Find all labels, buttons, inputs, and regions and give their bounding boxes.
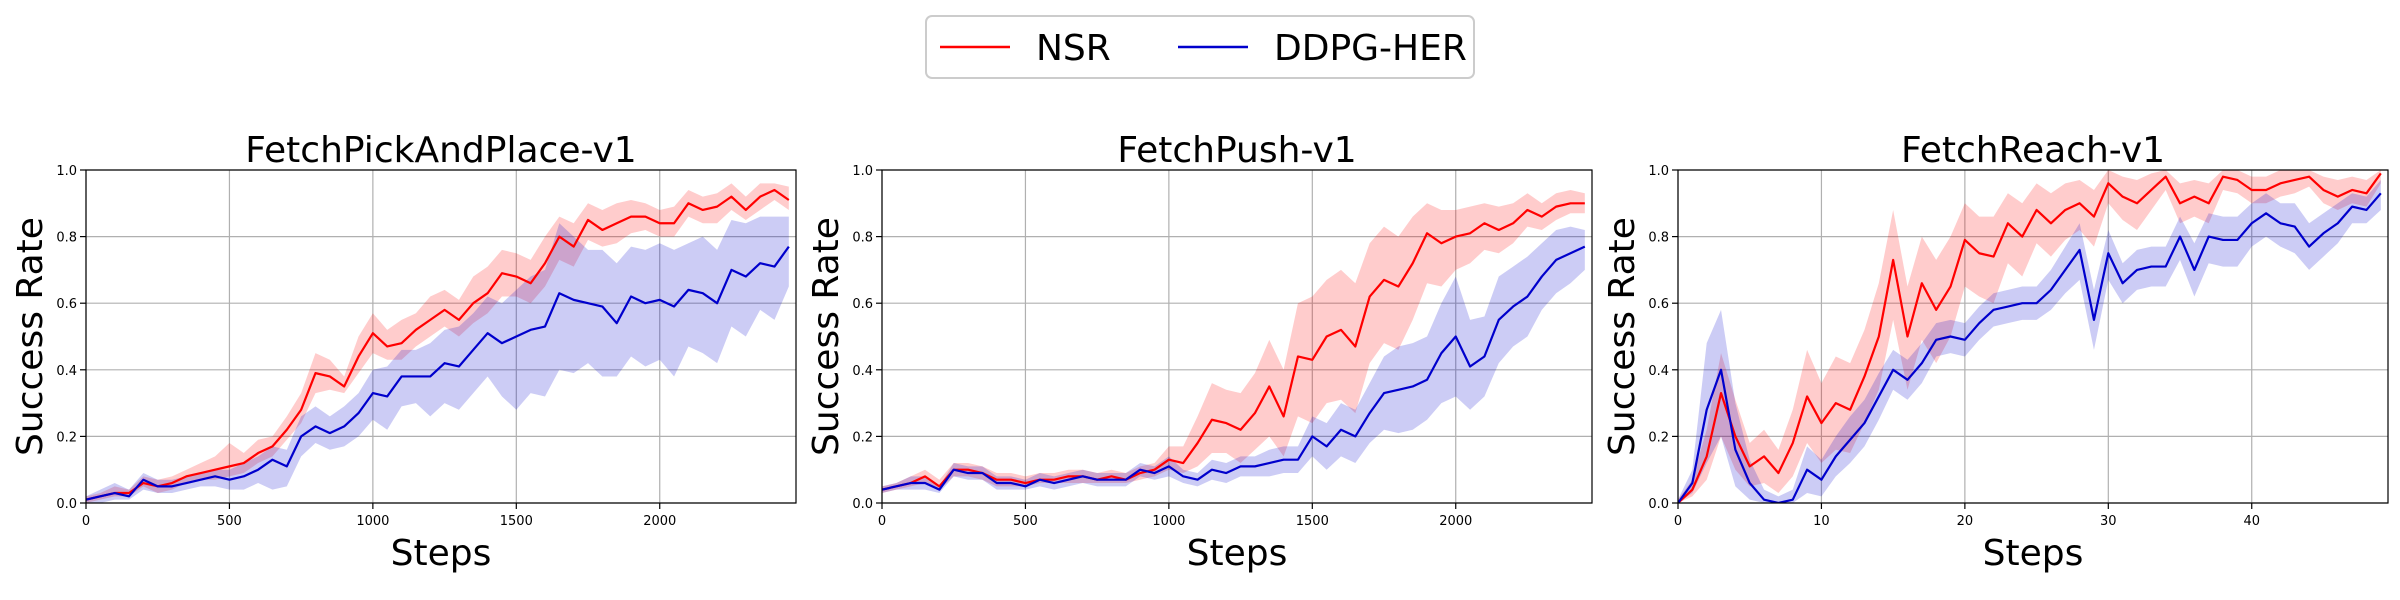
x-tick-label: 10: [1813, 514, 1830, 529]
confidence-band-nsr: [86, 183, 789, 503]
x-tick-label: 1500: [1296, 514, 1329, 529]
x-axis-title: Steps: [1187, 533, 1288, 574]
confidence-band-ddpg-her: [1678, 179, 2381, 503]
panel-title: FetchPush-v1: [1117, 130, 1356, 171]
plot-area: [882, 189, 1586, 494]
plot-area: [1678, 170, 2382, 503]
y-tick-label: 1.0: [56, 164, 77, 179]
confidence-band-ddpg-her: [86, 216, 789, 503]
y-tick-label: 1.0: [852, 164, 873, 179]
x-tick-label: 500: [217, 514, 242, 529]
series-line-nsr: [1678, 172, 2382, 503]
panel-title: FetchReach-v1: [1901, 130, 2165, 171]
y-tick-label: 0.2: [1648, 430, 1669, 445]
y-tick-label: 0.8: [852, 231, 873, 246]
legend: NSR DDPG-HER: [925, 15, 1475, 79]
chart-panels: 0 500 1000 1500 20000.00.20.40.60.81.0FetchP…: [10, 130, 2389, 574]
x-tick-label: 20: [1957, 514, 1974, 529]
confidence-band-nsr: [1678, 170, 2381, 503]
y-tick-label: 1.0: [1648, 164, 1669, 179]
y-tick-label: 0.4: [56, 364, 77, 379]
panel-title: FetchPickAndPlace-v1: [245, 130, 636, 171]
x-tick-label: 30: [2100, 514, 2117, 529]
plot-area: [86, 183, 790, 503]
x-tick-label: 1000: [1152, 514, 1185, 529]
axes-frame: [881, 169, 1593, 504]
y-axis-title: Success Rate: [10, 217, 51, 456]
x-tick-label: 1500: [500, 514, 533, 529]
x-tick-label: 500: [1013, 514, 1038, 529]
confidence-band-nsr: [882, 189, 1585, 494]
series-line-ddpg-her: [1678, 192, 2382, 503]
axes-frame: [1677, 169, 2389, 504]
y-tick-label: 0.2: [56, 430, 77, 445]
series-line-ddpg-her: [882, 245, 1586, 491]
y-axis-title: Success Rate: [1602, 217, 1643, 456]
series-line-nsr: [86, 188, 790, 501]
y-tick-label: 0.8: [1648, 231, 1669, 246]
legend-label-ddpg-her: DDPG-HER: [1274, 28, 1467, 69]
y-tick-label: 0.4: [852, 364, 873, 379]
confidence-band-ddpg-her: [882, 226, 1585, 494]
x-tick-label: 2000: [643, 514, 676, 529]
x-tick-label: 1000: [356, 514, 389, 529]
series-line-nsr: [882, 202, 1585, 491]
y-tick-label: 0.6: [1648, 297, 1669, 312]
x-tick-label: 2000: [1439, 514, 1472, 529]
y-tick-label: 0.2: [852, 430, 873, 445]
x-tick-label: 40: [2243, 514, 2260, 529]
x-tick-label: 0: [1674, 514, 1682, 529]
series-line-ddpg-her: [86, 245, 790, 501]
y-tick-label: 0.0: [56, 497, 77, 512]
x-axis-title: Steps: [1983, 533, 2084, 574]
x-tick-label: 0: [82, 514, 90, 529]
panel-fetchreach-v1: 0 10 20 30 40 0.0 0.2 0.4 0.6 0.8 1.0 FetchReach-v1…: [1602, 130, 2389, 574]
y-axis-title: Success Rate: [806, 217, 847, 456]
y-tick-label: 0.6: [852, 297, 873, 312]
legend-label-nsr: NSR: [1036, 28, 1111, 69]
y-tick-label: 0.0: [1648, 497, 1669, 512]
y-tick-label: 0.8: [56, 231, 77, 246]
axes-frame: [85, 169, 797, 504]
y-tick-label: 0.4: [1648, 364, 1669, 379]
x-axis-title: Steps: [391, 533, 492, 574]
x-tick-label: 0: [878, 514, 886, 529]
y-tick-label: 0.0: [852, 497, 873, 512]
y-tick-label: 0.6: [56, 297, 77, 312]
panel-fetchpush-v1: 0 500 1000 1500 2000 0.0 0.2 0.4 0.6 0.8 1.0 FetchP…: [806, 130, 1593, 574]
panel-fetchpickandplace-v1: 0 500 1000 1500 2000 0.0 0.2 0.4 0.6 0.8 1.0 FetchP…: [10, 130, 797, 574]
